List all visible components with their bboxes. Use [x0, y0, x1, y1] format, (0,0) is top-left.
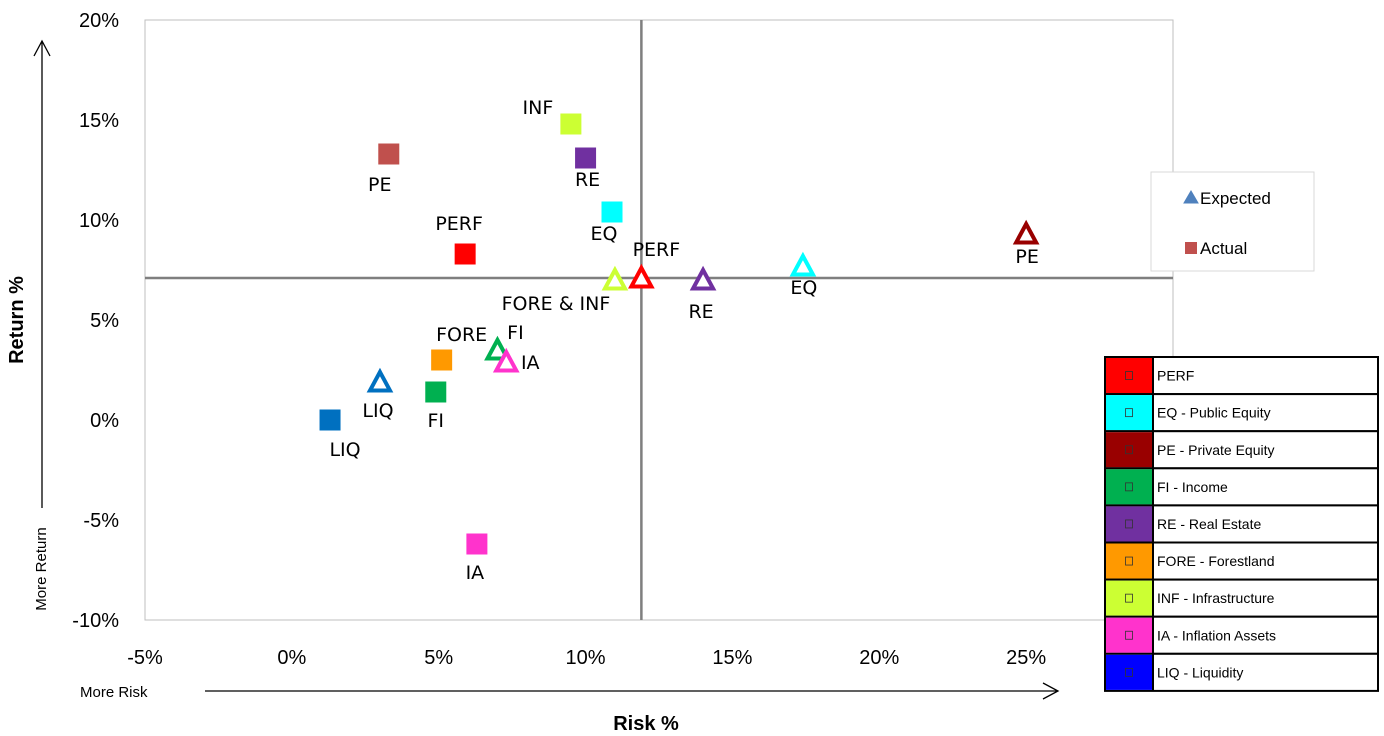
- actual-fore-marker: [431, 349, 453, 371]
- key-fi-income-label: FI - Income: [1157, 479, 1228, 495]
- expected-ia-marker: [492, 347, 520, 373]
- actual-inf-marker: [560, 113, 582, 135]
- more-return-annotation: More Return: [33, 527, 50, 610]
- expected-fi-label: FI: [507, 322, 524, 344]
- expected-fore-and-inf-marker: [601, 265, 629, 291]
- expected-fi-marker: [484, 335, 511, 361]
- return-arrow-head: [33, 39, 51, 57]
- legend-expected-label: Expected: [1200, 189, 1271, 208]
- expected-perf-marker: [628, 263, 655, 289]
- actual-fi-marker: [425, 381, 447, 403]
- actual-inf-label: INF: [523, 97, 554, 119]
- y-tick-label: 10%: [79, 210, 119, 232]
- actual-perf-marker: [454, 243, 476, 265]
- actual-fi-label: FI: [428, 410, 445, 432]
- legend: Expected Actual: [1150, 171, 1315, 272]
- expected-fore-and-inf-label: FORE & INF: [502, 293, 611, 315]
- expected-eq-marker: [789, 251, 817, 277]
- x-tick-label: 5%: [424, 647, 453, 669]
- legend-expected-marker: [1183, 190, 1199, 204]
- key-pe-private-equity-swatch: [1106, 432, 1153, 468]
- key-re-real-estate-label: RE - Real Estate: [1157, 516, 1261, 532]
- key-inf-infrastructure-glyph: [1125, 593, 1133, 603]
- actual-eq-marker: [601, 201, 623, 223]
- asset-key-table: PERF EQ - Public Equity PE - Private Equit…: [1104, 356, 1379, 692]
- key-eq-public-equity-glyph: [1125, 408, 1133, 418]
- key-liq-liquidity-label: LIQ - Liquidity: [1157, 664, 1243, 680]
- actual-ia-marker: [466, 533, 488, 555]
- key-perf-glyph: [1125, 371, 1133, 380]
- x-tick-label: -5%: [127, 647, 163, 669]
- actual-re-label: RE: [575, 169, 600, 191]
- y-tick-label: -5%: [83, 510, 119, 532]
- x-tick-label: 0%: [277, 647, 306, 669]
- legend-actual-label: Actual: [1200, 239, 1247, 258]
- expected-pe-label: PE: [1015, 246, 1038, 268]
- key-inf-infrastructure-swatch: [1106, 580, 1153, 616]
- key-re-real-estate-glyph: [1125, 519, 1133, 529]
- x-tick-label: 25%: [1006, 647, 1046, 669]
- key-fore-forestland-label: FORE - Forestland: [1157, 553, 1274, 569]
- reference-lines: [145, 20, 1173, 620]
- key-ia-inflation-assets-swatch: [1106, 617, 1153, 653]
- key-ia-inflation-assets-glyph: [1125, 630, 1133, 640]
- key-liq-liquidity-glyph: [1125, 667, 1133, 677]
- expected-re-marker: [689, 265, 717, 291]
- expected-liq-marker: [366, 367, 394, 393]
- actual-fore-label: FORE: [436, 324, 487, 346]
- actual-pe-marker: [378, 143, 400, 165]
- more-risk-annotation: More Risk: [80, 684, 148, 701]
- x-tick-label: 20%: [859, 647, 899, 669]
- expected-re-label: RE: [688, 301, 713, 323]
- expected-ia-label: IA: [521, 352, 540, 374]
- expected-perf-label: PERF: [633, 239, 681, 261]
- key-fi-income-glyph: [1125, 482, 1133, 492]
- key-fore-forestland-swatch: [1106, 543, 1153, 579]
- actual-perf-label: PERF: [435, 213, 483, 235]
- actual-liq-marker: [319, 409, 341, 431]
- legend-box: [1150, 171, 1315, 272]
- key-perf-label: PERF: [1157, 368, 1194, 384]
- key-eq-public-equity-swatch: [1106, 395, 1153, 431]
- y-tick-label: 0%: [90, 410, 119, 432]
- key-inf-infrastructure-label: INF - Infrastructure: [1157, 590, 1275, 606]
- key-perf-swatch: [1106, 358, 1153, 394]
- expected-liq-label: LIQ: [362, 400, 393, 422]
- key-re-real-estate-swatch: [1106, 506, 1153, 542]
- plot-area: [144, 19, 1174, 621]
- y-axis-title: Return %: [6, 276, 28, 364]
- key-pe-private-equity-glyph: [1125, 445, 1133, 455]
- y-tick-label: 20%: [79, 10, 119, 32]
- actual-re-marker: [575, 147, 597, 169]
- key-fi-income-swatch: [1106, 469, 1153, 505]
- key-pe-private-equity-label: PE - Private Equity: [1157, 442, 1275, 458]
- key-ia-inflation-assets-label: IA - Inflation Assets: [1157, 627, 1276, 643]
- legend-actual-marker: [1185, 242, 1197, 254]
- y-tick-label: -10%: [72, 610, 119, 632]
- actual-liq-label: LIQ: [329, 439, 360, 461]
- x-tick-label: 15%: [712, 647, 752, 669]
- risk-arrow-head: [1042, 682, 1060, 700]
- y-tick-label: 5%: [90, 310, 119, 332]
- y-axis-ticks: 20% 15% 10% 5% 0% -5% -10%: [72, 10, 119, 632]
- actual-ia-label: IA: [466, 562, 485, 584]
- expected-eq-label: EQ: [790, 277, 817, 299]
- x-tick-label: 10%: [566, 647, 606, 669]
- actual-eq-label: EQ: [591, 223, 618, 245]
- x-axis-ticks: -5% 0% 5% 10% 15% 20% 25%: [127, 647, 1046, 669]
- data-points: INF PE RE EQ PERF FORE FI LIQ IA PERF FORE & INF RE…: [319, 97, 1040, 584]
- actual-pe-label: PE: [368, 174, 391, 196]
- key-eq-public-equity-label: EQ - Public Equity: [1157, 405, 1271, 421]
- expected-pe-marker: [1012, 219, 1040, 245]
- key-liq-liquidity-swatch: [1106, 654, 1153, 690]
- key-fore-forestland-glyph: [1125, 556, 1133, 566]
- x-axis-title: Risk %: [613, 713, 679, 735]
- y-tick-label: 15%: [79, 110, 119, 132]
